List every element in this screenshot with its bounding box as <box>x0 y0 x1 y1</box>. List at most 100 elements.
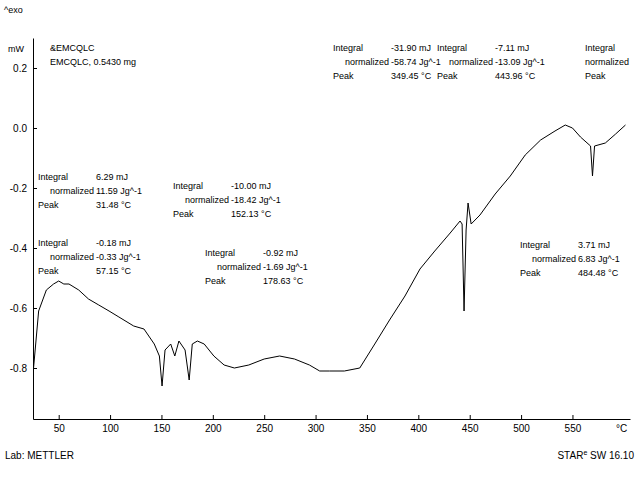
x-tick-label: 250 <box>256 423 273 434</box>
annotation-label: Integral <box>437 43 467 53</box>
annotation-label: normalized <box>532 254 576 264</box>
annotation-value: 3.71 mJ <box>578 240 610 250</box>
annotation-label: Integral <box>520 240 550 250</box>
x-tick-mark <box>367 415 368 419</box>
footer-software: STARe SW 16.10 <box>557 449 634 461</box>
annotation-label: Peak <box>173 209 194 219</box>
y-tick-label: -0.8 <box>10 363 28 374</box>
y-tick: 0.0 <box>13 123 37 134</box>
y-tick-label: -0.4 <box>10 243 28 254</box>
x-tick: 100 <box>102 415 119 434</box>
annotation-value: 6.29 mJ <box>96 172 128 182</box>
annotation-value: 6.83 Jg^-1 <box>578 254 620 264</box>
annotation-value: 484.48 °C <box>578 268 619 278</box>
annotation-label: normalized <box>585 57 629 67</box>
annotation-value: -7.11 mJ <box>495 43 529 53</box>
x-tick-label: 150 <box>154 423 171 434</box>
y-tick-mark <box>33 128 37 129</box>
x-tick-label: 350 <box>359 423 376 434</box>
annotation-value: 152.13 °C <box>231 209 272 219</box>
annotation-label: Integral <box>333 43 363 53</box>
plot-area <box>33 125 625 386</box>
annotation-value: 11.59 Jg^-1 <box>96 186 142 196</box>
annotation-label: Peak <box>38 200 59 210</box>
x-tick-mark <box>161 415 162 419</box>
x-tick-mark <box>521 415 522 419</box>
sample-label: &EMCQLC <box>50 43 95 53</box>
y-tick-label: 0.2 <box>13 63 27 74</box>
y-tick-mark <box>33 68 37 69</box>
chart: 50 100 150 200 250 300 350 400 450 500 550 0.2 0.0 -0… <box>0 0 640 480</box>
annotation-label: Peak <box>437 71 458 81</box>
footer-lab: Lab: METTLER <box>5 450 74 461</box>
annotation-label: Peak <box>205 276 226 286</box>
x-tick: 350 <box>359 415 376 434</box>
annotation-label: Integral <box>38 172 68 182</box>
annotation-label: normalized <box>185 195 229 205</box>
x-tick-label: 550 <box>565 423 582 434</box>
annotation-label: normalized <box>50 186 94 196</box>
x-tick: 200 <box>205 415 222 434</box>
annotation-value: -13.09 Jg^-1 <box>495 57 545 67</box>
annotation-label: Integral <box>205 248 235 258</box>
x-tick-label: 50 <box>54 423 66 434</box>
y-unit: mW <box>8 44 24 54</box>
x-tick-label: 450 <box>462 423 479 434</box>
x-axis: 50 100 150 200 250 300 350 400 450 500 550 <box>34 415 631 434</box>
x-tick-label: 300 <box>308 423 325 434</box>
annotation-value: -1.69 Jg^-1 <box>263 262 308 272</box>
x-tick: 550 <box>565 415 582 434</box>
y-tick-label: 0.0 <box>13 123 27 134</box>
x-tick-mark <box>418 415 419 419</box>
x-tick-label: 500 <box>513 423 530 434</box>
y-tick-label: -0.2 <box>10 183 28 194</box>
x-tick-label: 400 <box>410 423 427 434</box>
annotation-label: Integral <box>38 238 68 248</box>
y-tick-mark <box>33 188 37 189</box>
x-tick-label: 200 <box>205 423 222 434</box>
x-tick-mark <box>316 415 317 419</box>
x-tick: 400 <box>410 415 427 434</box>
annotation-value: -31.90 mJ <box>391 43 431 53</box>
annotation-label: normalized <box>217 262 261 272</box>
software-version: SW 16.10 <box>587 450 634 461</box>
x-tick-mark <box>213 415 214 419</box>
y-tick: -0.6 <box>10 303 37 314</box>
sample-label: EMCQLC, 0.5430 mg <box>50 57 136 67</box>
annotation-value: 31.48 °C <box>96 200 132 210</box>
x-tick: 50 <box>54 415 66 434</box>
y-tick-mark <box>33 248 37 249</box>
annotation-value: -0.18 mJ <box>96 238 131 248</box>
x-tick: 500 <box>513 415 530 434</box>
annotation-value: -58.74 Jg^-1 <box>391 57 441 67</box>
y-tick-mark <box>33 308 37 309</box>
y-tick: 0.2 <box>13 63 37 74</box>
x-tick-mark <box>572 415 573 419</box>
y-tick-label: -0.6 <box>10 303 28 314</box>
dsc-curve <box>33 125 625 386</box>
background <box>0 0 640 480</box>
y-tick: -0.4 <box>10 243 37 254</box>
annotation-value: -10.00 mJ <box>231 181 271 191</box>
x-tick-mark <box>110 415 111 419</box>
annotation-label: Peak <box>38 266 59 276</box>
x-tick-mark <box>470 415 471 419</box>
annotation-label: Integral <box>173 181 203 191</box>
annotation-label: Peak <box>520 268 541 278</box>
x-tick: 450 <box>462 415 479 434</box>
annotation-label: normalized <box>50 252 94 262</box>
annotation-label: normalized <box>449 57 493 67</box>
exo-label: ^exo <box>4 5 23 15</box>
software-name: STAR <box>557 450 583 461</box>
annotation-value: 57.15 °C <box>96 266 132 276</box>
annotation-value: -0.33 Jg^-1 <box>96 252 141 262</box>
annotation-value: -18.42 Jg^-1 <box>231 195 281 205</box>
annotation-label: Integral <box>585 43 615 53</box>
x-tick-mark <box>264 415 265 419</box>
y-tick: -0.8 <box>10 363 37 374</box>
annotation-label: Peak <box>333 71 354 81</box>
x-unit: °C <box>616 423 627 434</box>
x-tick: 250 <box>256 415 273 434</box>
x-tick: 150 <box>154 415 171 434</box>
annotation-value: 178.63 °C <box>263 276 304 286</box>
